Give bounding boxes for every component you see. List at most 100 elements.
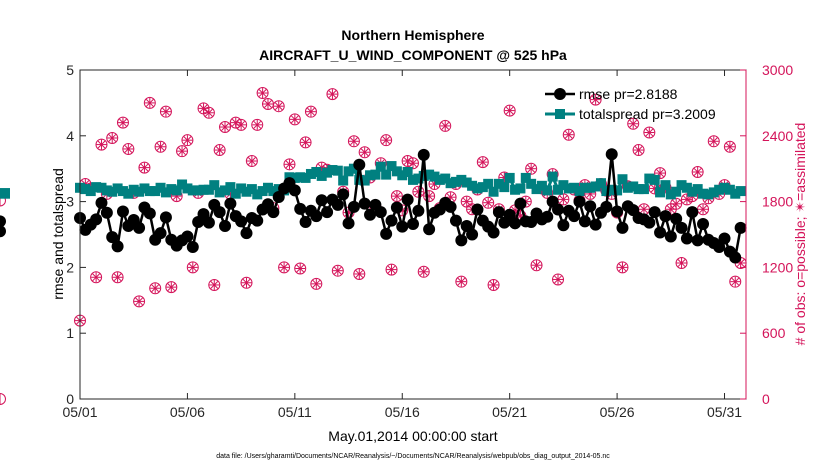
totalspread-point (166, 184, 177, 195)
obs-possible-point (310, 277, 323, 290)
rmse-point (347, 200, 360, 213)
rmse-point (525, 215, 538, 228)
totalspread-point (101, 185, 112, 196)
rmse-point (337, 188, 350, 201)
obs-assimilated-point (203, 107, 214, 118)
totalspread-point (569, 182, 580, 193)
totalspread-point (300, 172, 311, 183)
totalspread-point (257, 186, 268, 197)
totalspread-point (193, 185, 204, 196)
rmse-point (374, 206, 387, 219)
legend-spread-label: totalspread pr=3.2009 (579, 106, 716, 122)
totalspread-point (574, 186, 585, 197)
totalspread-point (198, 184, 209, 195)
rmse-point (111, 240, 124, 253)
obs-assimilated-point (160, 106, 171, 117)
rmse-point (509, 217, 522, 230)
obs-assimilated-point (305, 106, 316, 117)
totalspread-point (660, 180, 671, 191)
x-tick-label: 05/06 (170, 404, 205, 420)
totalspread-point (477, 182, 488, 193)
obs-assimilated-point (724, 141, 735, 152)
rmse-point (654, 226, 667, 239)
obs-possible-point (455, 275, 468, 288)
obs-assimilated-point (348, 136, 359, 147)
obs-assimilated-point (182, 135, 193, 146)
x-tick-label: 05/31 (707, 404, 742, 420)
totalspread-point (0, 188, 10, 199)
y-axis-label: rmse and totalspread (50, 168, 66, 300)
y2-tick-label: 0 (762, 391, 770, 407)
y2-tick-label: 3000 (762, 62, 793, 78)
obs-possible-point (525, 162, 538, 175)
totalspread-point (698, 188, 709, 199)
totalspread-point (236, 183, 247, 194)
totalspread-point (595, 178, 606, 189)
obs-possible-point (272, 100, 285, 113)
obs-possible-point (503, 104, 516, 117)
rmse-point (417, 148, 430, 161)
rmse-point (267, 206, 280, 219)
rmse-point (133, 221, 146, 234)
obs-possible-point (245, 155, 258, 168)
obs-possible-point (294, 262, 307, 275)
legend-rmse-marker (554, 88, 566, 100)
totalspread-point (493, 178, 504, 189)
obs-possible-point (632, 144, 645, 157)
rmse-point (90, 213, 103, 226)
rmse-point (240, 227, 253, 240)
totalspread-point (311, 166, 322, 177)
rmse-point (718, 232, 731, 245)
rmse-point (358, 197, 371, 210)
rmse-point (541, 210, 554, 223)
obs-assimilated-point (644, 127, 655, 138)
totalspread-point (343, 166, 354, 177)
rmse-point (611, 205, 624, 218)
obs-possible-point (423, 190, 436, 203)
y-tick-label: 1 (66, 325, 74, 341)
obs-possible-point (353, 267, 366, 280)
obs-possible-point (326, 88, 339, 101)
totalspread-point (177, 179, 188, 190)
y-tick-label: 5 (66, 62, 74, 78)
totalspread-point (563, 183, 574, 194)
rmse-point (0, 215, 6, 228)
rmse-point (514, 197, 527, 210)
rmse-point (664, 230, 677, 243)
obs-possible-point (283, 158, 296, 171)
obs-assimilated-point (617, 262, 628, 273)
rmse-point (605, 148, 618, 161)
obs-possible-point (256, 87, 269, 100)
chart-title: Northern Hemisphere (341, 27, 484, 43)
totalspread-point (381, 169, 392, 180)
rmse-point (407, 217, 419, 230)
rmse-point (100, 206, 113, 219)
rmse-point (568, 210, 581, 223)
totalspread-point (703, 189, 714, 200)
obs-possible-point (138, 161, 151, 174)
obs-assimilated-point (332, 265, 343, 276)
x-tick-label: 05/26 (600, 404, 635, 420)
obs-assimilated-point (107, 132, 118, 143)
obs-possible-point (487, 278, 500, 291)
rmse-point (616, 221, 629, 234)
obs-assimilated-point (681, 194, 692, 205)
obs-assimilated-point (155, 141, 166, 152)
totalspread-point (408, 174, 418, 185)
x-tick-label: 05/16 (385, 404, 420, 420)
totalspread-point (203, 184, 214, 195)
totalspread-point (96, 182, 107, 193)
rmse-point (648, 206, 661, 219)
obs-possible-point (181, 134, 194, 147)
y-tick-label: 2 (66, 259, 74, 275)
obs-assimilated-point (220, 122, 231, 133)
rmse-point (396, 220, 409, 233)
totalspread-point (391, 166, 402, 177)
totalspread-point (305, 168, 316, 179)
totalspread-point (665, 189, 676, 200)
totalspread-point (536, 180, 547, 191)
rmse-point (680, 232, 693, 245)
obs-possible-point (213, 144, 226, 157)
obs-assimilated-point (671, 198, 682, 209)
obs-possible-point (176, 145, 189, 158)
